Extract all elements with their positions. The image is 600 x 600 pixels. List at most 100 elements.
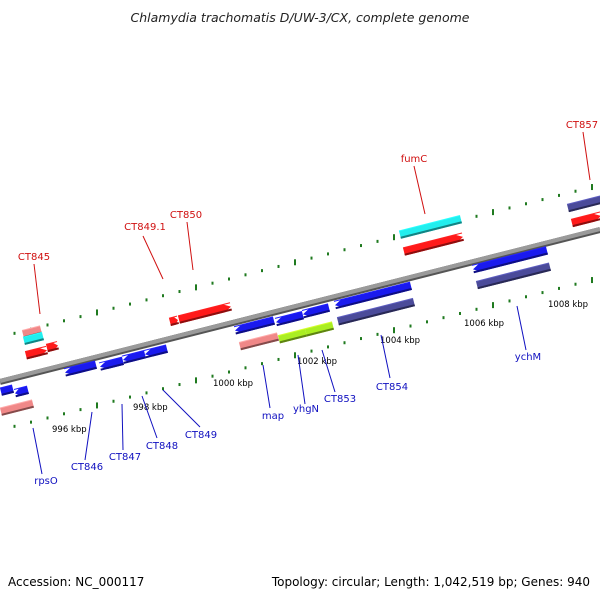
gene-body: [0, 399, 34, 416]
gene-highlight: [63, 360, 96, 370]
gene-highlight: [570, 211, 600, 220]
gene-blue-edge: [0, 384, 14, 396]
gene-highlight: [22, 331, 43, 338]
leader-fumc: [413, 165, 426, 215]
gene-shade: [572, 217, 600, 228]
gene-body: [23, 332, 44, 345]
gene-shade: [24, 338, 44, 345]
gene-highlight: [475, 262, 550, 282]
leader-rpso: [32, 427, 43, 475]
gene-shade: [179, 308, 232, 324]
gene-label-ct850: CT850: [170, 210, 202, 221]
gene-body: [302, 303, 330, 317]
gene-highlight: [304, 321, 333, 330]
gene-highlight: [143, 344, 167, 352]
gene-body: [234, 316, 275, 333]
gene-highlight: [233, 316, 274, 328]
gene-body: [476, 262, 551, 290]
gene-label-rpso: rpsO: [34, 476, 58, 487]
gene-shade: [404, 238, 464, 256]
gene-highlight: [274, 311, 303, 319]
leader-ct849-1: [142, 235, 164, 280]
gene-body: [334, 282, 412, 308]
gene-label-ychm: ychM: [515, 352, 541, 363]
gene-shade: [15, 391, 29, 398]
gene-ct849: [143, 344, 168, 359]
gene-shade: [338, 304, 415, 326]
gene-shade: [306, 327, 334, 337]
kbp-label: 1004 kbp: [380, 336, 420, 346]
leader-ct857: [582, 131, 591, 181]
gene-body: [305, 321, 334, 337]
gene-blue-map: [233, 316, 275, 335]
gene-highlight: [471, 246, 547, 266]
gene-body: [399, 215, 462, 239]
gene-ct848: [121, 350, 146, 364]
gene-label-ct849-1: CT849.1: [124, 222, 166, 233]
gene-label-ct847: CT847: [109, 452, 141, 463]
gene-label-ct857: CT857: [566, 120, 598, 131]
gene-label-ct846: CT846: [71, 462, 103, 473]
gene-shade: [65, 366, 97, 377]
gene-highlight: [336, 297, 414, 319]
scale-ticks: 996 kbp 998 kbp 1000 kbp 1002 kbp 1004 kbp 10…: [13, 184, 593, 435]
gene-highlight: [0, 384, 13, 389]
gene-fumc: [402, 232, 464, 256]
gene-highlight: [121, 350, 145, 357]
leader-ch849: [162, 389, 201, 428]
gene-shade: [303, 309, 330, 319]
gene-fumc-cyan: [398, 214, 462, 239]
gene-shade: [170, 321, 179, 326]
gene-shade: [473, 252, 548, 274]
gene-ychm: [475, 262, 551, 290]
gene-highlight: [277, 328, 306, 337]
gene-highlight: [98, 356, 123, 364]
gene-cyan-top: [22, 331, 44, 345]
leader-map: [262, 364, 271, 409]
leader-ychm: [516, 305, 527, 351]
gene-body: [239, 332, 279, 351]
gene-ct845: [24, 345, 48, 360]
gene-label-yhgn: yhgN: [293, 404, 319, 415]
gene-shade: [400, 221, 462, 239]
gene-ct850: [177, 302, 232, 324]
gene-map: [238, 332, 279, 351]
gene-label-ct849: CT849: [185, 430, 217, 441]
label-leaders: [32, 131, 591, 475]
leader-ct847: [121, 403, 124, 451]
gene-ct857: [570, 211, 600, 228]
leader-ct853: [321, 349, 336, 393]
gene-ct847: [98, 356, 124, 371]
gene-ct845b: [45, 341, 59, 353]
gene-shade: [235, 322, 275, 335]
leader-ct845: [33, 263, 41, 315]
gene-label-ct853: CT853: [324, 394, 356, 405]
gene-ct849-1: [168, 315, 179, 326]
gene-highlight: [402, 232, 463, 249]
kbp-label: 1002 kbp: [297, 357, 337, 367]
leader-yhgn: [297, 354, 306, 405]
kbp-label: 996 kbp: [52, 425, 87, 435]
gene-body: [22, 325, 42, 339]
gene-highlight: [45, 341, 58, 345]
genome-backbone: [0, 227, 600, 383]
gene-shade: [279, 334, 307, 344]
gene-slate-top: [566, 195, 600, 213]
gene-blue-small: [13, 385, 29, 398]
gene-body: [278, 328, 307, 344]
gene-shade: [477, 268, 551, 290]
gene-highlight: [24, 345, 47, 353]
gene-highlight: [0, 399, 33, 409]
gene-blue-ct853: [301, 303, 330, 319]
leader-ct850: [186, 221, 194, 271]
gene-label-fumc: fumC: [401, 154, 428, 165]
gene-shade: [276, 317, 304, 327]
gene-label-map: map: [262, 411, 284, 422]
gene-shade: [335, 287, 412, 310]
gene-shade: [145, 350, 168, 359]
kbp-label: 1000 kbp: [213, 379, 253, 389]
gene-body: [275, 311, 304, 325]
gene-shade: [1, 405, 34, 416]
gene-blue-ct854: [333, 281, 412, 310]
gene-shade: [568, 201, 600, 213]
